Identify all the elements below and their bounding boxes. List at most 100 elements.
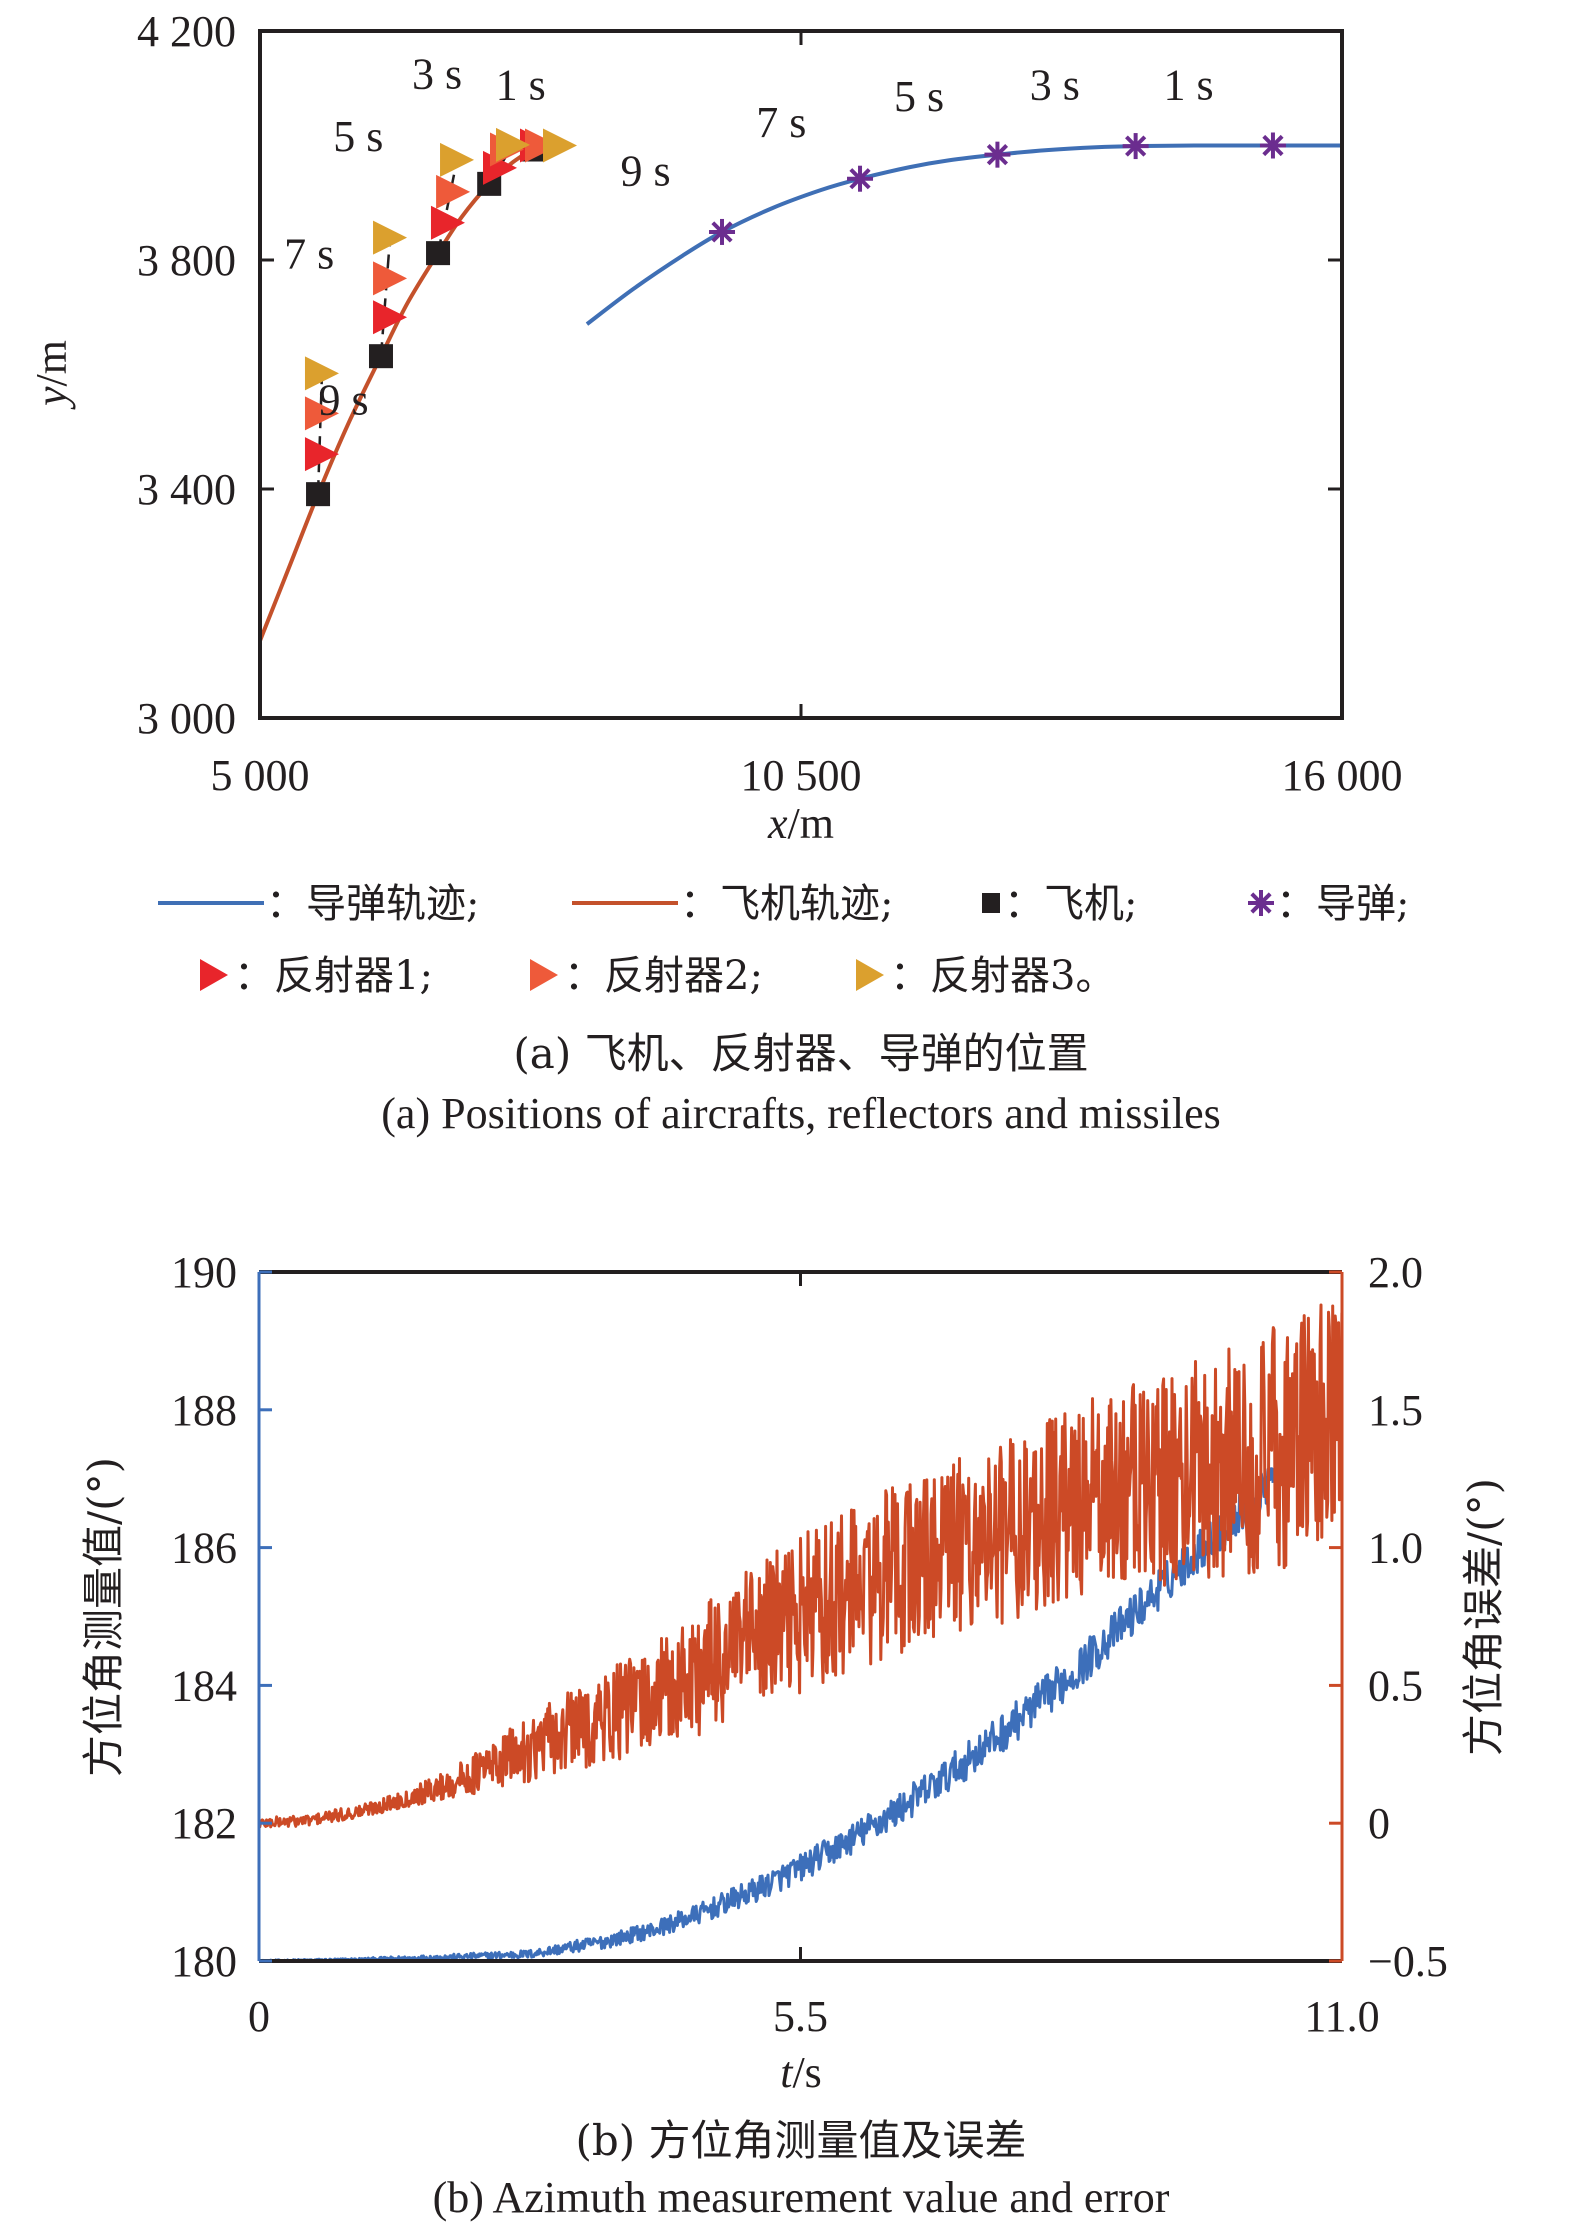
right-y-tick-label: 1.0: [1368, 1524, 1423, 1573]
legend-item: ：飞机;: [982, 881, 1137, 927]
asterisk-stroke: [849, 168, 871, 190]
right-y-tick-label: −0.5: [1368, 1937, 1448, 1986]
aircraft-marker: [426, 241, 451, 266]
reflector3-marker: [304, 356, 339, 391]
right-y-tick-label: 1.5: [1368, 1386, 1423, 1435]
legend-item: ：导弹;: [1248, 881, 1409, 927]
reflector2-marker: [436, 174, 471, 209]
legend-item: ：飞机轨迹;: [572, 881, 893, 927]
x-tick-label: 11.0: [1304, 1992, 1379, 2041]
x-tick-label: 0: [248, 1992, 270, 2041]
chart-a-series: 9 s 7 s 5 s 3 s 1 s 9 s 7 s 5 s 3 s 1 s: [260, 49, 1342, 642]
missile-marker: [984, 141, 1011, 168]
missile-trajectory-line: [585, 143, 1342, 326]
reflector3-marker: [440, 142, 475, 177]
chart-a-tick-labels: 5 000 10 500 16 000 3 000 3 400 3 800 4 200: [137, 7, 1403, 800]
legend-triangle-swatch: [530, 959, 558, 991]
asterisk-stroke: [711, 221, 733, 243]
legend-item: ：反射器3。: [856, 953, 1115, 999]
reflector2-marker: [304, 396, 339, 431]
x-tick-label: 16 000: [1282, 751, 1403, 800]
legend-square-swatch: [982, 893, 1000, 913]
time-annotation: 1 s: [1163, 61, 1213, 110]
legend-label: ：反射器1;: [234, 953, 433, 999]
asterisk-stroke: [1262, 134, 1284, 157]
chart-a-legend: ：导弹轨迹; ：飞机轨迹; ：飞机; ：导弹; ：反射器1; ：反射器2; ：反射器3。: [158, 881, 1409, 999]
time-annotation: 5 s: [333, 112, 383, 161]
time-annotation: 3 s: [1030, 61, 1080, 110]
asterisk-stroke: [1250, 892, 1272, 914]
legend-label: ：反射器3。: [890, 953, 1115, 999]
legend-item: ：反射器2;: [530, 953, 763, 999]
aircraft-marker: [368, 344, 393, 369]
right-y-tick-label: 0.5: [1368, 1661, 1423, 1710]
left-y-tick-label: 190: [171, 1248, 237, 1297]
y-tick-label: 3 400: [137, 465, 236, 514]
asterisk-stroke: [1125, 135, 1147, 157]
time-annotation: 5 s: [894, 72, 944, 121]
y-tick-label: 3 000: [137, 694, 236, 743]
chart-b-ticks: [259, 1270, 1342, 1963]
legend-label: ：导弹;: [1276, 881, 1409, 927]
t-unit: /s: [792, 2048, 821, 2097]
right-y-tick-label: 2.0: [1368, 1248, 1423, 1297]
reflector3-marker: [495, 127, 530, 162]
reflector1-marker: [304, 437, 339, 472]
legend-triangle-swatch: [856, 959, 884, 991]
reflector3-marker: [543, 128, 578, 163]
x-tick-label: 5 000: [211, 751, 310, 800]
missile-marker: [709, 218, 736, 245]
time-annotation: 7 s: [756, 98, 806, 147]
y-var: y: [27, 386, 76, 410]
chart-b-caption-en: (b) Azimuth measurement value and error: [433, 2173, 1170, 2222]
reflector2-marker: [373, 261, 408, 296]
right-y-tick-label: 0: [1368, 1799, 1390, 1848]
chart-b-right-y-axis-label: 方位角误差/(°): [1459, 1478, 1508, 1756]
reflector-link-dashed-line: [436, 159, 459, 254]
chart-b-caption-cn: (b) 方位角测量值及误差: [575, 2116, 1026, 2165]
chart-b-tick-labels: 0 5.5 11.0 180 182 184 186 188 190 −0.5 0 0.5 1.0 1.5…: [171, 1248, 1448, 2041]
chart-b-left-y-axis-label: 方位角测量值/(°): [79, 1457, 128, 1777]
reflector-link-dashed-line: [379, 237, 392, 357]
time-annotation: 3 s: [412, 49, 462, 98]
missile-marker: [1259, 132, 1286, 159]
y-tick-label: 4 200: [137, 7, 236, 56]
chart-a-plot-area: 9 s 7 s 5 s 3 s 1 s 9 s 7 s 5 s 3 s 1 s: [260, 49, 1342, 642]
left-y-tick-label: 180: [171, 1937, 237, 1986]
legend-label: ：飞机轨迹;: [680, 881, 893, 927]
x-tick-label: 10 500: [741, 751, 862, 800]
chart-a-y-axis-label: y/m: [27, 340, 76, 410]
chart-a-caption-cn: (a) 飞机、反射器、导弹的位置: [513, 1029, 1088, 1078]
left-y-tick-label: 188: [171, 1386, 237, 1435]
time-annotation: 7 s: [284, 230, 334, 279]
legend-item: ：反射器1;: [200, 953, 433, 999]
legend-triangle-swatch: [200, 959, 228, 991]
x-unit: /m: [788, 799, 834, 848]
chart-a-x-axis-label: x/m: [767, 799, 834, 848]
reflector3-marker: [373, 220, 408, 255]
reflector1-marker: [373, 300, 408, 335]
missile-marker: [1122, 133, 1149, 160]
y-unit: /m: [27, 340, 76, 386]
y-tick-label: 3 800: [137, 236, 236, 285]
x-tick-label: 5.5: [773, 1992, 828, 2041]
missile-marker: [847, 165, 874, 192]
legend-label: ：反射器2;: [564, 953, 763, 999]
chart-a-caption-en: (a) Positions of aircrafts, reflectors a…: [381, 1089, 1220, 1138]
asterisk-stroke: [986, 144, 1009, 166]
aircraft-marker: [306, 482, 331, 507]
x-var: x: [767, 799, 788, 848]
reflector-link-dashed-line: [316, 373, 324, 495]
error-series-line: [259, 1303, 1342, 1829]
left-y-tick-label: 182: [171, 1799, 237, 1848]
time-annotation: 9 s: [621, 147, 671, 196]
chart-a-positions: 9 s 7 s 5 s 3 s 1 s 9 s 7 s 5 s 3 s 1 s 5 000 10 5…: [27, 7, 1409, 1138]
time-annotation: 9 s: [319, 376, 369, 425]
legend-label: ：导弹轨迹;: [266, 881, 479, 927]
chart-b-azimuth: 0 5.5 11.0 180 182 184 186 188 190 −0.5 0 0.5 1.0 1.5…: [79, 1248, 1508, 2222]
legend-item: ：导弹轨迹;: [158, 881, 479, 927]
chart-b-x-axis-label: t/s: [780, 2048, 822, 2097]
time-annotation: 1 s: [496, 61, 546, 110]
